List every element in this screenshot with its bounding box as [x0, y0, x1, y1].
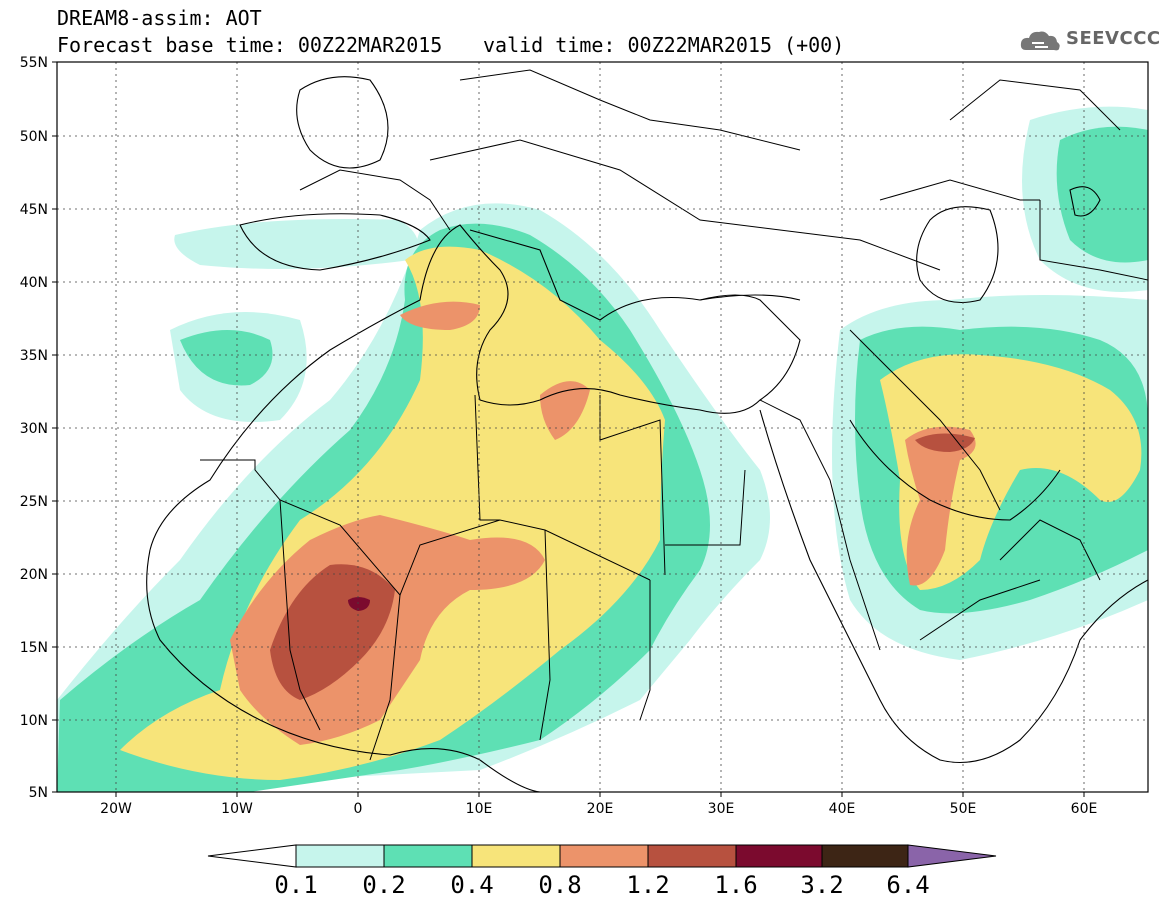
colorbar-label: 6.4 [886, 871, 929, 899]
lat-label: 30N [20, 421, 48, 437]
lat-label: 15N [20, 640, 48, 656]
forecast-base-time: Forecast base time: 00Z22MAR2015 [57, 33, 443, 57]
colorbar-swatch [821, 844, 909, 868]
aot-band-0.1-b [174, 219, 418, 269]
map-title: DREAM8-assim: AOT [57, 6, 262, 30]
aot-band-0.2-d [180, 330, 273, 386]
colorbar-label: 0.1 [274, 871, 317, 899]
lat-label: 50N [20, 129, 48, 145]
colorbar-swatch [295, 844, 385, 868]
lon-label: 10E [466, 801, 493, 817]
aot-contours [57, 62, 1148, 792]
lon-label: 10W [221, 801, 253, 817]
colorbar-label: 3.2 [800, 871, 843, 899]
colorbar-swatch [471, 844, 561, 868]
lat-label: 10N [20, 713, 48, 729]
colorbar-label: 0.4 [450, 871, 493, 899]
lon-label: 0 [354, 801, 363, 817]
colorbar-label: 1.2 [626, 871, 669, 899]
colorbar-swatch [559, 844, 649, 868]
aot-band-0.2-c [1056, 126, 1148, 263]
aot-band-1.6 [348, 597, 370, 611]
cloud-logo-icon [1020, 31, 1060, 51]
colorbar-under-arrow [207, 844, 297, 868]
colorbar-swatch [383, 844, 473, 868]
colorbar-swatch [735, 844, 823, 868]
lon-label: 50E [950, 801, 977, 817]
colorbar-label: 0.8 [538, 871, 581, 899]
aot-band-0.8-c [905, 426, 976, 586]
latitude-labels: 55N 50N 45N 40N 35N 30N 25N 20N 15N 10N … [20, 55, 48, 801]
lat-label: 25N [20, 494, 48, 510]
colorbar-labels: 0.1 0.2 0.4 0.8 1.2 1.6 3.2 6.4 [274, 871, 929, 899]
valid-time: valid time: 00Z22MAR2015 (+00) [483, 33, 845, 57]
lon-label: 20E [587, 801, 614, 817]
map-frame [56, 61, 1149, 793]
lat-label: 5N [29, 785, 48, 801]
colorbar-swatch [647, 844, 737, 868]
brand-name: SEEVCCC [1066, 28, 1161, 49]
lon-label: 30E [708, 801, 735, 817]
lon-label: 40E [829, 801, 856, 817]
lat-label: 35N [20, 348, 48, 364]
colorbar-label: 1.6 [714, 871, 757, 899]
lat-label: 45N [20, 202, 48, 218]
coastlines [146, 76, 1148, 792]
colorbar-over-arrow [907, 844, 997, 868]
aot-band-0.8-b [400, 301, 480, 330]
lon-label: 60E [1071, 801, 1098, 817]
colorbar [207, 844, 997, 868]
aot-band-1.2-b [915, 433, 975, 452]
lat-label: 40N [20, 275, 48, 291]
colorbar-label: 0.2 [362, 871, 405, 899]
aot-band-0.8-d [540, 381, 590, 440]
longitude-labels: 20W 10W 0 10E 20E 30E 40E 50E 60E [100, 801, 1097, 817]
lat-label: 20N [20, 567, 48, 583]
lat-label: 55N [20, 55, 48, 71]
graticule [57, 62, 1148, 792]
axis-ticks [52, 61, 1085, 797]
lon-label: 20W [100, 801, 132, 817]
